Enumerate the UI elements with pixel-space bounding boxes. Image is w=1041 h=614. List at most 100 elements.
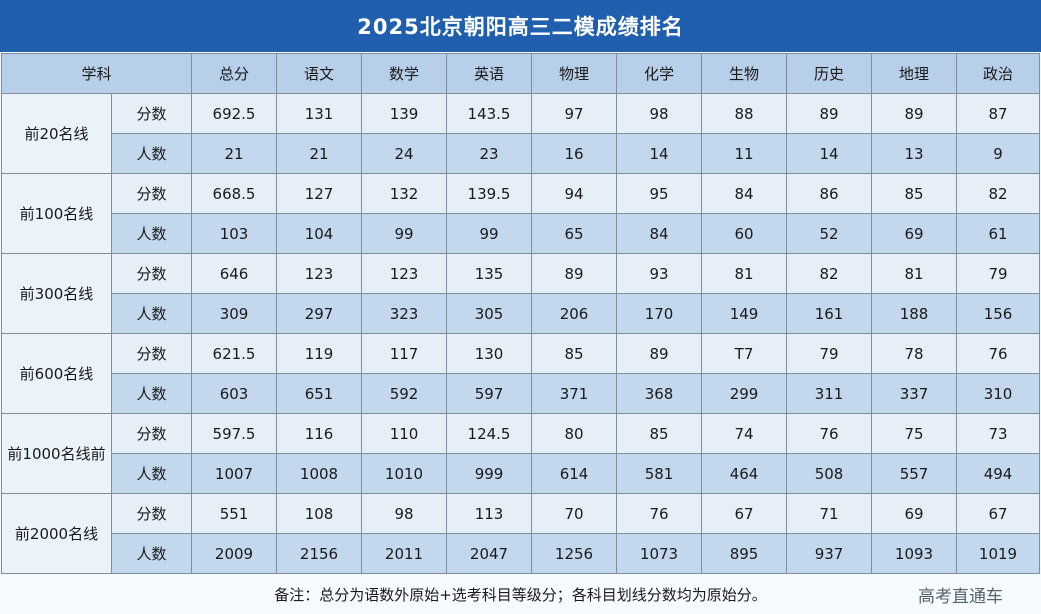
table-cell: 76 — [616, 493, 703, 534]
table-cell: 85 — [531, 333, 618, 374]
table-cell: 1019 — [956, 533, 1041, 574]
table-cell: 156 — [956, 293, 1041, 334]
table-cell: 116 — [276, 413, 363, 454]
table-cell: 69 — [871, 213, 958, 254]
table-cell: 692.5 — [191, 93, 278, 134]
table-cell: 99 — [446, 213, 533, 254]
table-cell: 81 — [871, 253, 958, 294]
row-type-label: 人数 — [110, 133, 193, 174]
table-cell: 310 — [956, 373, 1041, 414]
table-cell: 108 — [276, 493, 363, 534]
table-cell: 81 — [701, 253, 788, 294]
table-cell: 98 — [361, 493, 448, 534]
table-cell: 95 — [616, 173, 703, 214]
row-type-label: 分数 — [110, 493, 193, 534]
table-cell: 131 — [276, 93, 363, 134]
header-column: 物理 — [531, 53, 618, 94]
rank-line-label: 前600名线 — [1, 333, 112, 414]
table-cell: 597 — [446, 373, 533, 414]
table-cell: 78 — [871, 333, 958, 374]
table-cell: 24 — [361, 133, 448, 174]
table-cell: 614 — [531, 453, 618, 494]
table-cell: 89 — [616, 333, 703, 374]
table-cell: 21 — [191, 133, 278, 174]
row-type-label: 人数 — [110, 453, 193, 494]
table-cell: 113 — [446, 493, 533, 534]
table-cell: 305 — [446, 293, 533, 334]
table-cell: 52 — [786, 213, 873, 254]
table-cell: 621.5 — [191, 333, 278, 374]
table-cell: 603 — [191, 373, 278, 414]
header-column: 历史 — [786, 53, 873, 94]
footnote: 备注：总分为语数外原始+选考科目等级分；各科目划线分数均为原始分。 — [0, 575, 1041, 614]
table-cell: 494 — [956, 453, 1041, 494]
table-cell: 75 — [871, 413, 958, 454]
row-type-label: 分数 — [110, 173, 193, 214]
table-cell: 323 — [361, 293, 448, 334]
table-cell: 127 — [276, 173, 363, 214]
table-cell: 206 — [531, 293, 618, 334]
table-cell: 16 — [531, 133, 618, 174]
header-column: 总分 — [191, 53, 278, 94]
table-cell: 119 — [276, 333, 363, 374]
table-cell: 337 — [871, 373, 958, 414]
table-row: 人数 1007 1008 1010 999 614 581 464 508 557 494 — [2, 453, 1041, 494]
row-type-label: 分数 — [110, 93, 193, 134]
row-type-label: 人数 — [110, 213, 193, 254]
table-cell: 508 — [786, 453, 873, 494]
table-cell: 170 — [616, 293, 703, 334]
table-cell: 79 — [956, 253, 1041, 294]
header-column: 生物 — [701, 53, 788, 94]
table-cell: 143.5 — [446, 93, 533, 134]
table-cell: 1073 — [616, 533, 703, 574]
table-cell: 110 — [361, 413, 448, 454]
table-cell: 13 — [871, 133, 958, 174]
header-row: 学科 总分 语文 数学 英语 物理 化学 生物 历史 地理 政治 — [0, 53, 1041, 94]
table-cell: 557 — [871, 453, 958, 494]
row-type-label: 人数 — [110, 293, 193, 334]
table-cell: 70 — [531, 493, 618, 534]
table-cell: 23 — [446, 133, 533, 174]
table-cell: 61 — [956, 213, 1041, 254]
table-cell: 67 — [956, 493, 1041, 534]
table-body: 前20名线 分数 692.5 131 139 143.5 97 98 88 89 89 87 人数 21 2… — [1, 93, 1041, 574]
header-column: 政治 — [956, 53, 1041, 94]
table-cell: 464 — [701, 453, 788, 494]
table-cell: 76 — [956, 333, 1041, 374]
table-cell: 99 — [361, 213, 448, 254]
header-column: 英语 — [446, 53, 533, 94]
table-cell: 123 — [276, 253, 363, 294]
table-cell: 65 — [531, 213, 618, 254]
table-cell: 80 — [531, 413, 618, 454]
table-cell: 139 — [361, 93, 448, 134]
table-cell: 87 — [956, 93, 1041, 134]
table-cell: 371 — [531, 373, 618, 414]
table-cell: 14 — [786, 133, 873, 174]
row-type-label: 分数 — [110, 413, 193, 454]
rank-line-label: 前300名线 — [1, 253, 112, 334]
table-cell: 88 — [701, 93, 788, 134]
table-cell: 9 — [956, 133, 1041, 174]
table-cell: 86 — [786, 173, 873, 214]
rank-line-label: 前1000名线前 — [1, 413, 112, 494]
table-cell: 103 — [191, 213, 278, 254]
page-title: 2025北京朝阳高三二模成绩排名 — [0, 0, 1041, 52]
table-cell: T7 — [701, 333, 788, 374]
table-cell: 93 — [616, 253, 703, 294]
table-row: 人数 603 651 592 597 371 368 299 311 337 310 — [2, 373, 1041, 414]
table-row: 前100名线 分数 668.5 127 132 139.5 94 95 84 86 85 82 — [1, 173, 1041, 254]
table-cell: 69 — [871, 493, 958, 534]
table-cell: 651 — [276, 373, 363, 414]
table-cell: 71 — [786, 493, 873, 534]
table-cell: 2009 — [191, 533, 278, 574]
table-row: 前1000名线前 分数 597.5 116 110 124.5 80 85 74 76 75 73 — [1, 413, 1041, 494]
header-subject: 学科 — [0, 53, 193, 94]
table-row: 人数 103 104 99 99 65 84 60 52 69 61 — [2, 213, 1041, 254]
table-cell: 592 — [361, 373, 448, 414]
table-cell: 84 — [616, 213, 703, 254]
table-cell: 299 — [701, 373, 788, 414]
table-cell: 79 — [786, 333, 873, 374]
table-cell: 368 — [616, 373, 703, 414]
table-cell: 646 — [191, 253, 278, 294]
